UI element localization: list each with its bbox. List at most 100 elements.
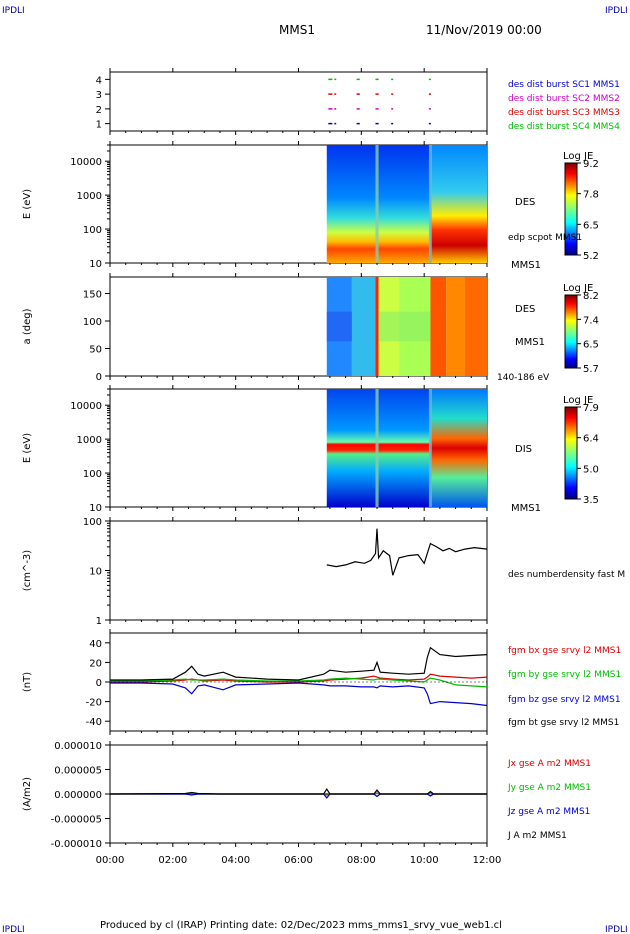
y-axis-label: E (eV) — [22, 433, 33, 463]
y-tick-label: 40 — [89, 639, 102, 650]
colorbar-tick-label: 5.7 — [583, 364, 599, 375]
y-tick-label: 20 — [89, 658, 102, 669]
colorbar-tick-label: 7.8 — [583, 190, 599, 201]
legend-entry: fgm bt gse srvy l2 MMS1 — [508, 718, 619, 728]
y-tick-label: 1000 — [77, 435, 102, 446]
spectrogram-column — [465, 277, 487, 376]
y-axis-label: a (deg) — [22, 308, 33, 344]
legend-entry: des dist burst SC1 MMS1 — [508, 80, 620, 90]
spectrogram-band — [326, 311, 352, 342]
colorbar — [564, 406, 578, 500]
x-tick-label: 06:00 — [284, 855, 313, 866]
series-line — [110, 677, 488, 688]
legend-entry: J A m2 MMS1 — [507, 831, 567, 841]
corner-label-bottom-left: IPDLI — [2, 925, 25, 934]
legend-entry: Jx gse A m2 MMS1 — [507, 759, 591, 769]
y-tick-label: 50 — [89, 345, 102, 356]
y-tick-label: 100 — [83, 469, 102, 480]
y-tick-label: -40 — [86, 717, 102, 728]
y-tick-label: 100 — [83, 225, 102, 236]
plot-datetime: 11/Nov/2019 00:00 — [426, 23, 542, 37]
colorbar-title: Log JE — [563, 151, 593, 162]
colorbar-tick-label: 6.5 — [583, 220, 599, 231]
corner-label-top-left: IPDLI — [2, 6, 25, 16]
legend-entry: des dist burst SC4 MMS4 — [508, 122, 620, 132]
panel-side-label: DIS — [515, 444, 532, 455]
y-tick-label: 3 — [96, 90, 102, 101]
spectrogram-column — [446, 277, 466, 376]
y-tick-label: 10 — [89, 503, 102, 514]
x-tick-label: 08:00 — [347, 855, 376, 866]
colorbar-tick-label: 6.4 — [583, 434, 599, 445]
y-tick-label: 1000 — [77, 191, 102, 202]
y-tick-label: 10000 — [70, 157, 102, 168]
y-tick-label: 0 — [96, 678, 102, 689]
colorbar-tick-label: 7.4 — [583, 315, 599, 326]
panel-density — [109, 520, 488, 621]
series-line — [110, 793, 487, 799]
series-line — [326, 528, 488, 576]
y-tick-label: -20 — [86, 698, 102, 709]
y-tick-label: 10000 — [70, 401, 102, 412]
spectrogram-block — [430, 389, 487, 507]
y-tick-label: -0.000010 — [51, 839, 102, 850]
spectrogram-spike — [428, 145, 432, 263]
x-tick-label: 02:00 — [158, 855, 187, 866]
y-axis-label: (A/m2) — [22, 777, 33, 811]
legend-entry: Jy gse A m2 MMS1 — [507, 783, 591, 793]
y-tick-label: 1 — [96, 120, 102, 131]
y-tick-label: 0.000010 — [54, 741, 102, 752]
legend-entry: des dist burst SC3 MMS3 — [508, 108, 620, 118]
series-line — [109, 787, 487, 795]
spectrogram-column — [430, 277, 447, 376]
colorbar-title: Log JE — [563, 395, 593, 406]
x-tick-label: 04:00 — [221, 855, 250, 866]
y-tick-label: 4 — [96, 75, 102, 86]
y-axis-label: (nT) — [22, 672, 33, 692]
legend-entry: fgm by gse srvy l2 MMS1 — [508, 670, 621, 680]
colorbar-tick-label: 3.5 — [583, 495, 599, 506]
panel-side-label: DES — [515, 197, 535, 208]
corner-label-top-right: IPDLI — [605, 6, 628, 16]
x-tick-label: 00:00 — [96, 855, 125, 866]
panel-burst — [109, 71, 488, 132]
legend-entry: fgm bz gse srvy l2 MMS1 — [508, 695, 621, 705]
panel-side-label: MMS1 — [511, 503, 541, 514]
panel-side-label: MMS1 — [511, 260, 541, 271]
spectrogram-band — [378, 311, 431, 342]
y-tick-label: 100 — [83, 517, 102, 528]
spectrogram-column — [351, 277, 376, 376]
y-tick-label: 0 — [96, 372, 102, 383]
series-line — [110, 646, 488, 681]
y-axis-label: (cm^-3) — [22, 550, 33, 591]
y-tick-label: 150 — [83, 290, 102, 301]
footer-credit: Produced by cl (IRAP) Printing date: 02/… — [100, 920, 502, 931]
panel-side-label: 140-186 eV — [497, 373, 550, 383]
plot-title: MMS1 — [279, 23, 315, 37]
panel-side-label: MMS1 — [515, 337, 545, 348]
colorbar-tick-label: 7.9 — [583, 403, 599, 414]
colorbar-tick-label: 5.0 — [583, 464, 599, 475]
y-tick-label: 100 — [83, 317, 102, 328]
legend-entry: fgm bx gse srvy l2 MMS1 — [508, 646, 621, 656]
colorbar — [564, 294, 578, 369]
y-tick-label: 0.000000 — [54, 790, 102, 801]
series-line — [110, 682, 488, 707]
legend-entry: Jz gse A m2 MMS1 — [507, 807, 590, 817]
y-tick-label: 10 — [89, 259, 102, 270]
spectrogram-column — [375, 277, 379, 376]
colorbar-tick-label: 9.2 — [583, 159, 599, 170]
spectrogram-spike — [375, 145, 379, 263]
y-axis-label: E (eV) — [22, 189, 33, 219]
colorbar-tick-label: 8.2 — [583, 291, 599, 302]
panel-side-label: DES — [515, 304, 535, 315]
y-tick-label: 0.000005 — [54, 766, 102, 777]
colorbar — [564, 162, 578, 256]
legend-entry: des numberdensity fast M — [508, 570, 625, 580]
y-tick-label: 10 — [89, 567, 102, 578]
y-tick-label: 1 — [96, 616, 102, 627]
spectrogram-block — [430, 145, 487, 263]
spectrogram-spike — [428, 389, 432, 507]
panel-frame — [109, 71, 488, 132]
